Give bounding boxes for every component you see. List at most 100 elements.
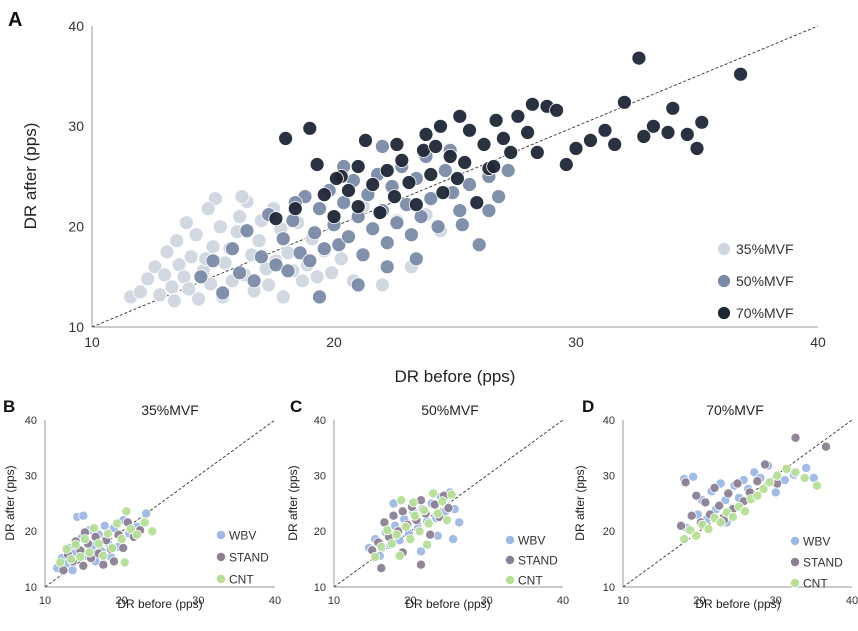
data-point xyxy=(215,285,231,301)
data-point xyxy=(67,565,78,576)
data-point xyxy=(442,148,458,164)
data-point xyxy=(520,124,535,140)
data-point xyxy=(239,223,255,239)
data-point xyxy=(350,277,366,293)
data-point xyxy=(261,277,277,293)
data-point xyxy=(510,108,526,124)
legend-label: STAND xyxy=(229,550,269,564)
x-tick-label: 20 xyxy=(693,595,705,607)
data-point xyxy=(309,157,325,172)
data-point xyxy=(157,267,173,283)
data-point xyxy=(131,529,142,540)
data-point xyxy=(752,490,763,501)
data-point xyxy=(232,265,248,281)
chart-panel-c: C 50%MVF 10 20 30 40 10 20 30 40 DR before (pps) DR… xyxy=(286,397,569,611)
series-cnt xyxy=(370,488,457,562)
data-point xyxy=(409,510,420,521)
data-point xyxy=(365,177,381,192)
data-point xyxy=(568,140,584,156)
chart-panel-a: A 10 20 30 40 10 20 30 40 DR before (pps) DR after… xyxy=(8,9,826,386)
panel-letter: D xyxy=(582,397,594,416)
data-point xyxy=(419,505,430,516)
x-tick-label: 10 xyxy=(617,595,629,607)
y-axis-title: DR after (pps) xyxy=(573,465,587,540)
data-point xyxy=(358,132,373,148)
data-point xyxy=(452,203,468,219)
data-point xyxy=(397,506,408,517)
chart-title: 50%MVF xyxy=(421,402,479,418)
legend-marker xyxy=(215,574,226,585)
data-point xyxy=(422,539,433,550)
data-point xyxy=(333,251,349,267)
data-point xyxy=(529,144,545,160)
data-point xyxy=(462,177,477,192)
data-point xyxy=(181,281,197,297)
legend: 35%MVF 50%MVF 70%MVF xyxy=(717,241,794,321)
series-70-mvf xyxy=(268,50,748,227)
data-point xyxy=(98,559,109,570)
data-point xyxy=(246,273,262,289)
chart-title: 70%MVF xyxy=(706,402,764,418)
legend-label: 70%MVF xyxy=(736,305,794,321)
legend: WBV STAND CNT xyxy=(215,528,269,586)
data-point xyxy=(287,201,303,217)
data-point xyxy=(316,187,332,203)
x-axis-title: DR before (pps) xyxy=(395,367,516,386)
data-point xyxy=(183,249,199,265)
data-point xyxy=(636,128,652,144)
data-point xyxy=(437,163,453,178)
legend-label: STAND xyxy=(518,553,558,567)
data-point xyxy=(379,163,395,178)
data-point xyxy=(454,217,470,233)
data-point xyxy=(425,529,436,540)
data-point xyxy=(341,229,356,245)
series-stand xyxy=(367,490,454,574)
data-point xyxy=(159,244,175,260)
data-point xyxy=(414,526,425,537)
data-point xyxy=(462,122,477,138)
data-point xyxy=(89,523,100,534)
data-point xyxy=(476,136,492,152)
data-point xyxy=(302,120,318,136)
data-point xyxy=(379,259,395,275)
x-tick-label: 40 xyxy=(810,334,826,350)
data-point xyxy=(733,66,748,82)
data-point xyxy=(391,529,402,540)
legend-marker xyxy=(790,557,801,568)
y-tick-label: 10 xyxy=(68,319,84,335)
data-point xyxy=(495,130,511,146)
legend-marker xyxy=(717,306,731,320)
y-axis-title: DR after (pps) xyxy=(286,465,300,540)
data-point xyxy=(116,534,127,545)
chart-title: 35%MVF xyxy=(141,402,199,418)
data-point xyxy=(141,508,152,519)
data-point xyxy=(430,219,446,235)
data-point xyxy=(700,497,711,508)
data-point xyxy=(379,235,395,251)
y-tick-label: 20 xyxy=(314,526,326,538)
data-point xyxy=(732,478,743,489)
data-point xyxy=(232,209,248,225)
data-point xyxy=(703,524,714,535)
data-point xyxy=(549,102,564,118)
legend-label: WBV xyxy=(229,528,256,542)
data-point xyxy=(79,534,90,545)
data-point xyxy=(253,249,269,265)
legend-marker xyxy=(504,575,515,586)
data-point xyxy=(350,199,366,215)
data-point xyxy=(790,432,801,443)
data-point xyxy=(491,189,507,205)
data-point xyxy=(152,287,168,303)
data-point xyxy=(188,227,204,243)
x-tick-label: 30 xyxy=(568,334,584,350)
data-point xyxy=(446,489,457,500)
legend-marker xyxy=(790,578,801,589)
x-tick-label: 10 xyxy=(328,595,340,607)
data-point xyxy=(376,563,387,574)
data-point xyxy=(147,526,158,537)
legend: WBV STAND CNT xyxy=(504,533,558,587)
data-point xyxy=(408,251,424,267)
data-point xyxy=(102,528,113,539)
series-cnt xyxy=(679,463,822,545)
